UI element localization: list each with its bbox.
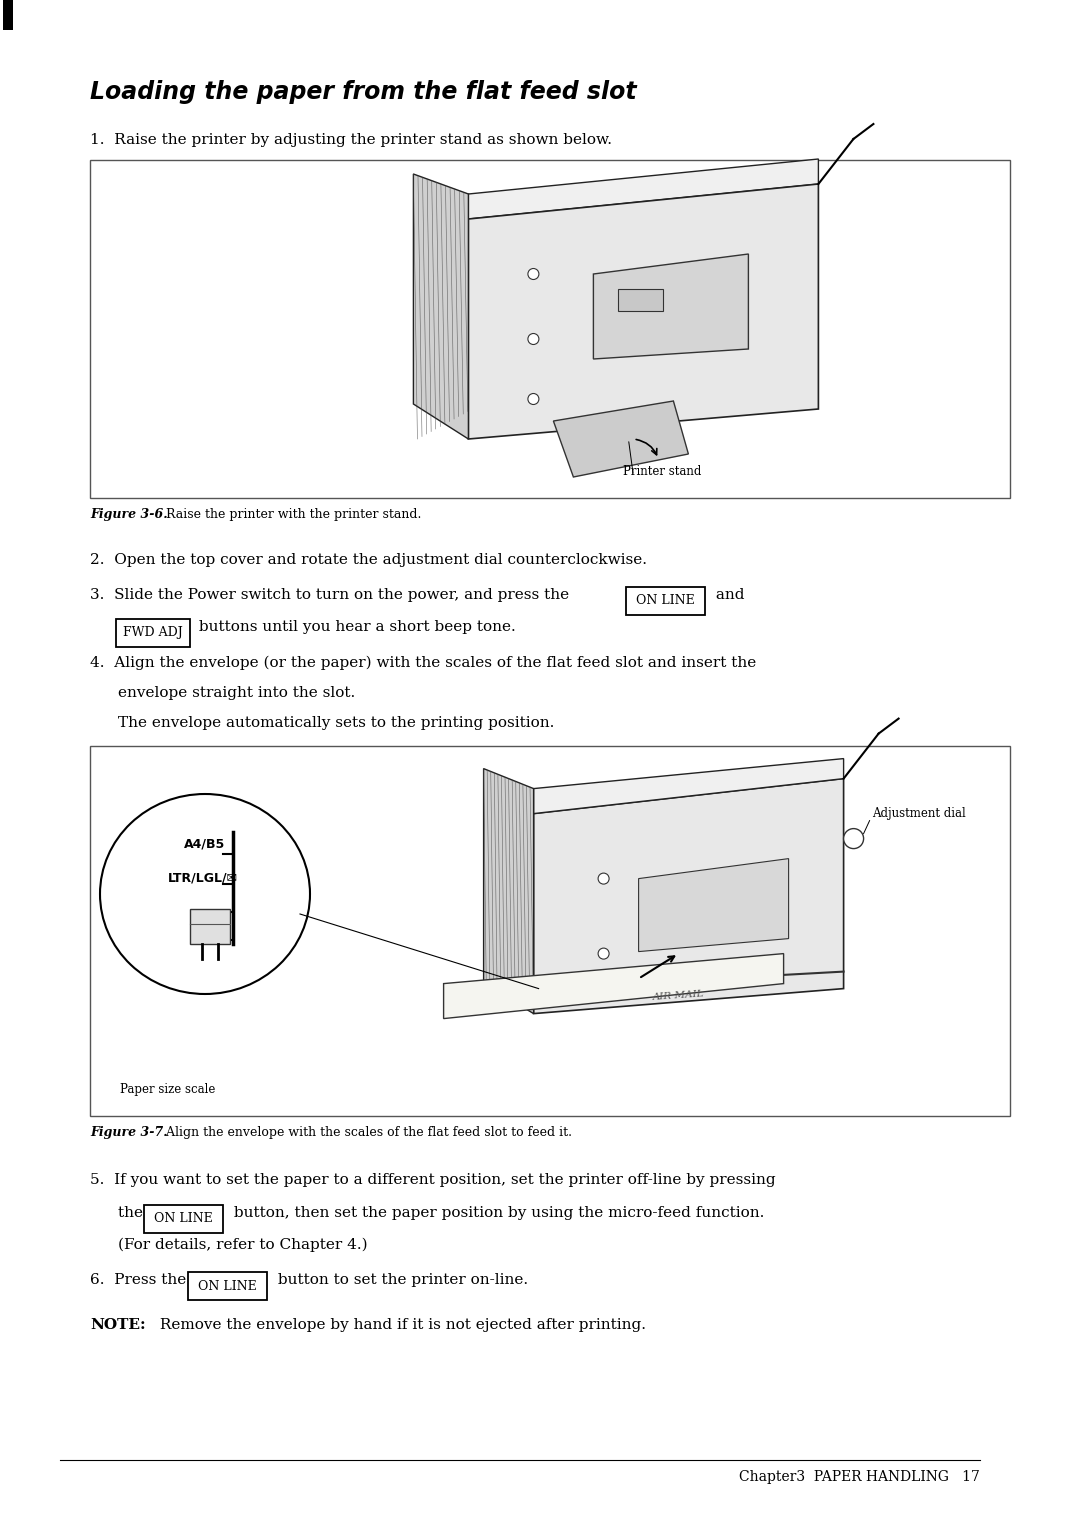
Polygon shape bbox=[553, 400, 688, 477]
Text: 4.  Align the envelope (or the paper) with the scales of the flat feed slot and : 4. Align the envelope (or the paper) wit… bbox=[90, 656, 756, 671]
Text: the: the bbox=[118, 1206, 148, 1219]
FancyBboxPatch shape bbox=[116, 619, 190, 646]
Text: Figure 3-6.: Figure 3-6. bbox=[90, 507, 167, 521]
Polygon shape bbox=[593, 254, 748, 359]
Circle shape bbox=[528, 394, 539, 405]
Polygon shape bbox=[534, 758, 843, 813]
Circle shape bbox=[598, 872, 609, 885]
Text: Align the envelope with the scales of the flat feed slot to feed it.: Align the envelope with the scales of th… bbox=[162, 1126, 572, 1138]
Text: 6.  Press the: 6. Press the bbox=[90, 1273, 191, 1287]
Polygon shape bbox=[414, 174, 469, 439]
Polygon shape bbox=[638, 859, 788, 952]
Polygon shape bbox=[484, 769, 534, 1013]
Text: ON LINE: ON LINE bbox=[198, 1279, 257, 1293]
Text: buttons until you hear a short beep tone.: buttons until you hear a short beep tone… bbox=[194, 620, 516, 634]
Text: 5.  If you want to set the paper to a different position, set the printer off-li: 5. If you want to set the paper to a dif… bbox=[90, 1174, 775, 1187]
Polygon shape bbox=[534, 779, 843, 1013]
Text: Paper size scale: Paper size scale bbox=[120, 1083, 215, 1096]
Polygon shape bbox=[444, 953, 784, 1019]
Text: ON LINE: ON LINE bbox=[154, 1213, 213, 1225]
Bar bbox=[619, 289, 663, 312]
Text: ON LINE: ON LINE bbox=[636, 594, 694, 608]
Bar bbox=[190, 909, 230, 944]
Bar bbox=[90, 160, 1010, 498]
Bar bbox=[90, 746, 1010, 1115]
Text: AIR MAIL: AIR MAIL bbox=[652, 989, 705, 1002]
Circle shape bbox=[598, 947, 609, 960]
Text: (For details, refer to Chapter 4.): (For details, refer to Chapter 4.) bbox=[118, 1238, 367, 1253]
Circle shape bbox=[528, 333, 539, 344]
Circle shape bbox=[528, 269, 539, 280]
Text: 3.  Slide the Power switch to turn on the power, and press the: 3. Slide the Power switch to turn on the… bbox=[90, 588, 573, 602]
Text: 1.  Raise the printer by adjusting the printer stand as shown below.: 1. Raise the printer by adjusting the pr… bbox=[90, 133, 612, 147]
Text: Adjustment dial: Adjustment dial bbox=[872, 807, 966, 821]
Text: Chapter3  PAPER HANDLING   17: Chapter3 PAPER HANDLING 17 bbox=[739, 1470, 980, 1484]
Text: 2.  Open the top cover and rotate the adjustment dial counterclockwise.: 2. Open the top cover and rotate the adj… bbox=[90, 553, 647, 567]
Text: Printer stand: Printer stand bbox=[623, 465, 702, 478]
FancyBboxPatch shape bbox=[144, 1206, 222, 1233]
Text: Raise the printer with the printer stand.: Raise the printer with the printer stand… bbox=[162, 507, 421, 521]
Text: and: and bbox=[711, 588, 744, 602]
Text: Remove the envelope by hand if it is not ejected after printing.: Remove the envelope by hand if it is not… bbox=[156, 1319, 646, 1332]
FancyBboxPatch shape bbox=[626, 587, 705, 614]
Text: FWD ADJ: FWD ADJ bbox=[123, 626, 183, 640]
Text: The envelope automatically sets to the printing position.: The envelope automatically sets to the p… bbox=[118, 717, 554, 730]
Text: Figure 3-7.: Figure 3-7. bbox=[90, 1126, 167, 1138]
Text: button, then set the paper position by using the micro-feed function.: button, then set the paper position by u… bbox=[229, 1206, 765, 1219]
Text: Loading the paper from the flat feed slot: Loading the paper from the flat feed slo… bbox=[90, 79, 636, 104]
Polygon shape bbox=[469, 183, 819, 439]
Circle shape bbox=[843, 828, 864, 848]
Polygon shape bbox=[469, 159, 819, 219]
Ellipse shape bbox=[100, 795, 310, 995]
Text: LTR/LGL/✉: LTR/LGL/✉ bbox=[167, 871, 238, 885]
Text: button to set the printer on-line.: button to set the printer on-line. bbox=[273, 1273, 528, 1287]
Text: envelope straight into the slot.: envelope straight into the slot. bbox=[118, 686, 355, 700]
FancyBboxPatch shape bbox=[188, 1271, 267, 1300]
Bar bbox=[3, 0, 13, 31]
Text: A4/B5: A4/B5 bbox=[185, 837, 226, 851]
Text: NOTE:: NOTE: bbox=[90, 1319, 146, 1332]
